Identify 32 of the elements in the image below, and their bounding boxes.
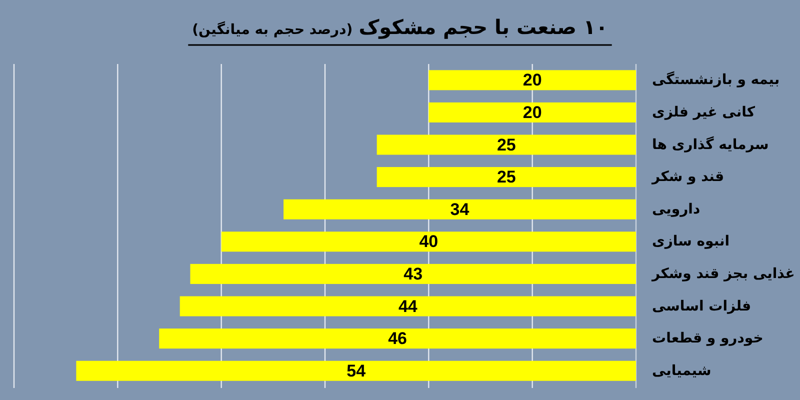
chart-title: ۱۰ صنعت با حجم مشکوک (358, 15, 608, 39)
data-label: 34 (450, 200, 470, 219)
data-label: 20 (522, 102, 542, 122)
y-tick-label: خودرو و قطعات (652, 330, 764, 347)
data-label: 54 (346, 361, 366, 380)
bar (76, 360, 636, 381)
y-tick-label: دارویی (652, 201, 700, 218)
y-tick-label: قند و شکر (651, 169, 724, 186)
bar (284, 199, 636, 220)
bar (428, 102, 636, 122)
bar (428, 70, 636, 90)
data-label: 46 (388, 329, 408, 348)
bar (376, 134, 636, 155)
bar (376, 167, 636, 188)
bar (159, 328, 636, 349)
data-label: 20 (522, 70, 542, 90)
data-label: 25 (496, 135, 516, 154)
y-tick-label: انبوه سازی (652, 234, 730, 250)
bar (180, 296, 636, 316)
data-label: 25 (496, 168, 516, 187)
data-label: 44 (398, 296, 418, 316)
y-tick-label: کانی غیر فلزی (652, 104, 756, 120)
data-label: 43 (404, 264, 423, 284)
bar (190, 264, 636, 284)
y-tick-label: غذایی بجز قند وشکر (651, 266, 795, 282)
bar (221, 232, 636, 252)
y-tick-label: سرمایه گذاری ها (652, 136, 769, 153)
y-tick-label: فلزات اساسی (652, 298, 752, 314)
data-label: 40 (419, 232, 438, 252)
chart-subtitle: (درصد حجم به میانگین) (192, 21, 353, 38)
y-tick-label: بیمه و بازنشستگی (652, 71, 780, 88)
y-tick-label: شیمیایی (652, 362, 712, 379)
